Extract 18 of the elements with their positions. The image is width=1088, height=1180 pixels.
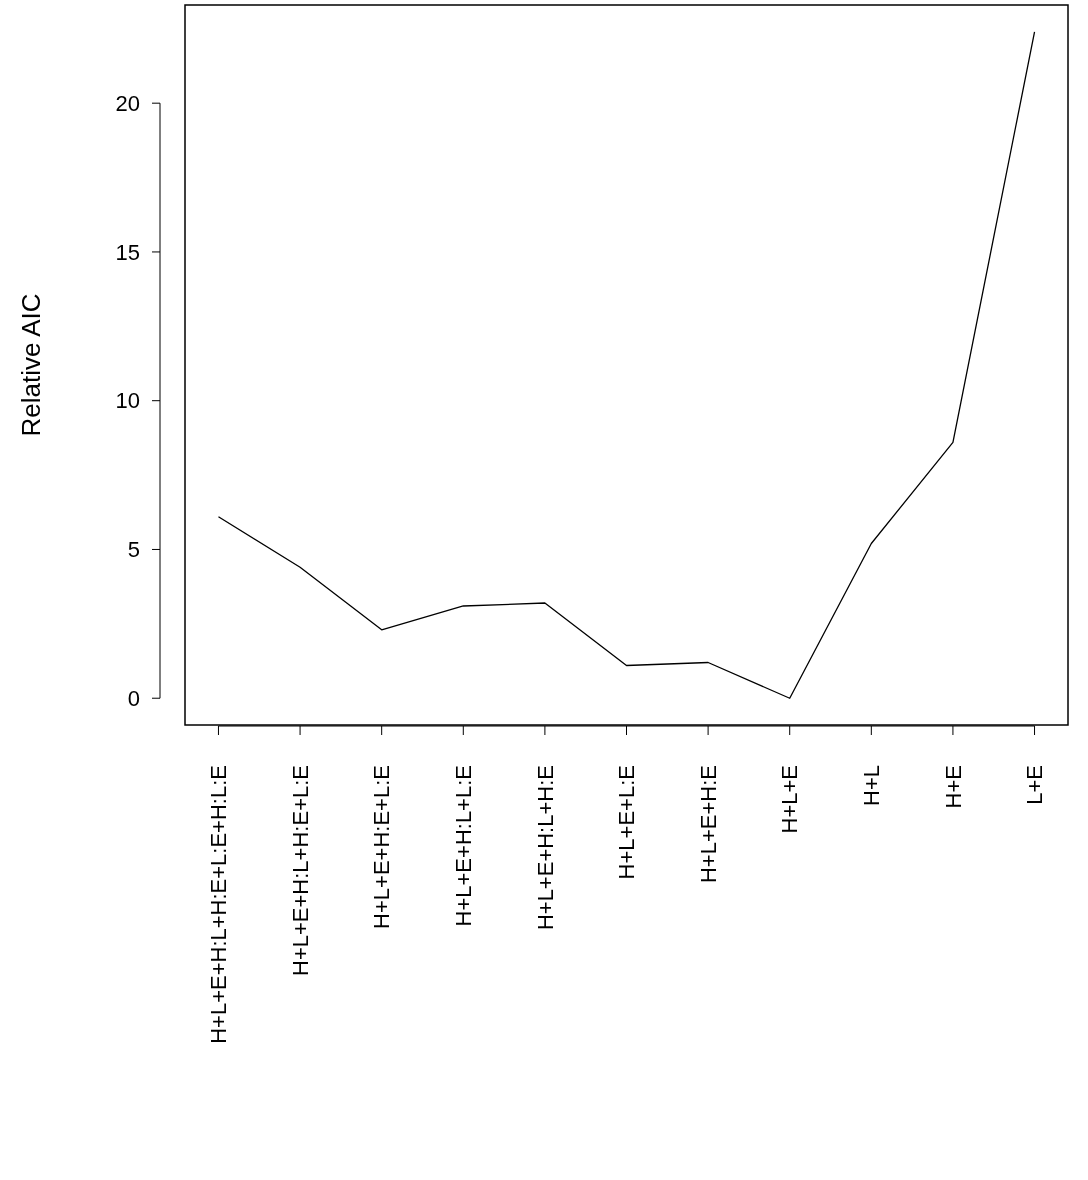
x-tick-label: H+L+E+L:E xyxy=(614,765,640,880)
y-tick-label: 0 xyxy=(127,685,140,711)
line-series xyxy=(217,31,1036,699)
x-tick-label: H+L+E+H:L+H:E xyxy=(532,765,558,931)
y-tick-label: 5 xyxy=(127,537,140,563)
y-axis-title: Relative AIC xyxy=(16,293,46,437)
x-tick-label: H+L xyxy=(859,765,885,806)
x-tick-label: H+L+E xyxy=(777,765,803,834)
x-tick-label: L+E xyxy=(1022,765,1048,805)
x-tick-label: H+L+E+H:E+L:E xyxy=(369,765,395,929)
x-tick-label: H+L+E+H:L+H:E+L:E xyxy=(287,765,313,976)
y-tick-label: 15 xyxy=(115,239,140,265)
x-tick-label: H+E xyxy=(940,765,966,809)
y-tick-label: 10 xyxy=(115,388,140,414)
x-tick-label: H+L+E+H:L+L:E xyxy=(450,765,476,927)
x-tick-label: H+L+E+H:L+H:E+L:E+H:L:E xyxy=(206,765,232,1044)
x-tick-label: H+L+E+H:E xyxy=(695,765,721,884)
y-tick-label: 20 xyxy=(115,90,140,116)
